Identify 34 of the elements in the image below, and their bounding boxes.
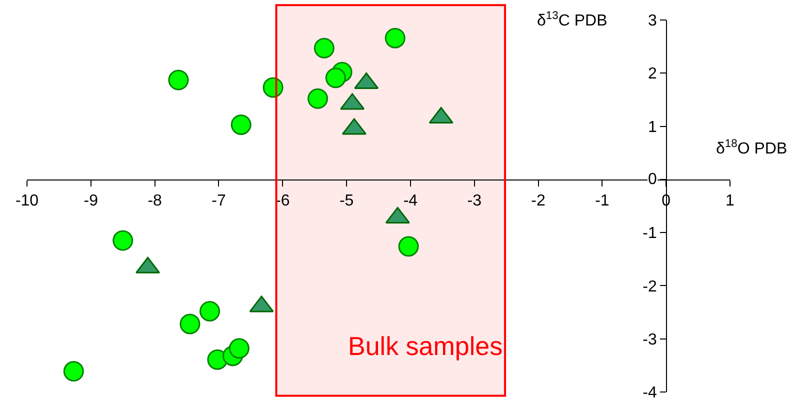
y-tick-label: 1 <box>648 118 657 136</box>
x-tick-label: -6 <box>276 192 290 210</box>
point <box>325 68 346 88</box>
point <box>168 70 189 90</box>
y-tick-label: 3 <box>648 12 657 30</box>
point <box>308 88 328 109</box>
y-tick-label: 2 <box>648 66 657 83</box>
x-tick-label: -10 <box>15 192 39 210</box>
y-axis-title: δ$^{13}$C PDB <box>537 10 608 30</box>
x-tick-label: -4 <box>403 192 418 210</box>
x-tick-label: -3 <box>467 192 482 210</box>
point <box>63 361 84 382</box>
x-tick-label: -7 <box>212 192 226 210</box>
x-tick-label: -9 <box>84 192 98 210</box>
point <box>398 236 419 257</box>
point <box>112 230 134 251</box>
y-tick-label: -1 <box>642 225 657 242</box>
x-axis-title: δ$^{18}$O PDB <box>716 138 788 158</box>
x-tick-label: 1 <box>726 192 735 210</box>
point <box>230 114 252 135</box>
y-tick-label: -3 <box>642 331 657 348</box>
x-tick-label: -5 <box>339 192 354 210</box>
point <box>228 338 250 359</box>
point <box>384 28 406 48</box>
point <box>200 300 220 322</box>
y-tick-label: -4 <box>642 384 657 402</box>
x-tick-label: -8 <box>148 192 162 210</box>
point <box>314 38 334 58</box>
point <box>180 314 200 334</box>
band-label: Bulk samples <box>348 331 503 361</box>
y-tick-label: -2 <box>642 278 657 296</box>
x-tick-label: -2 <box>531 192 546 210</box>
x-tick-label: -1 <box>595 192 610 210</box>
y-tick-label: 0 <box>648 171 657 188</box>
